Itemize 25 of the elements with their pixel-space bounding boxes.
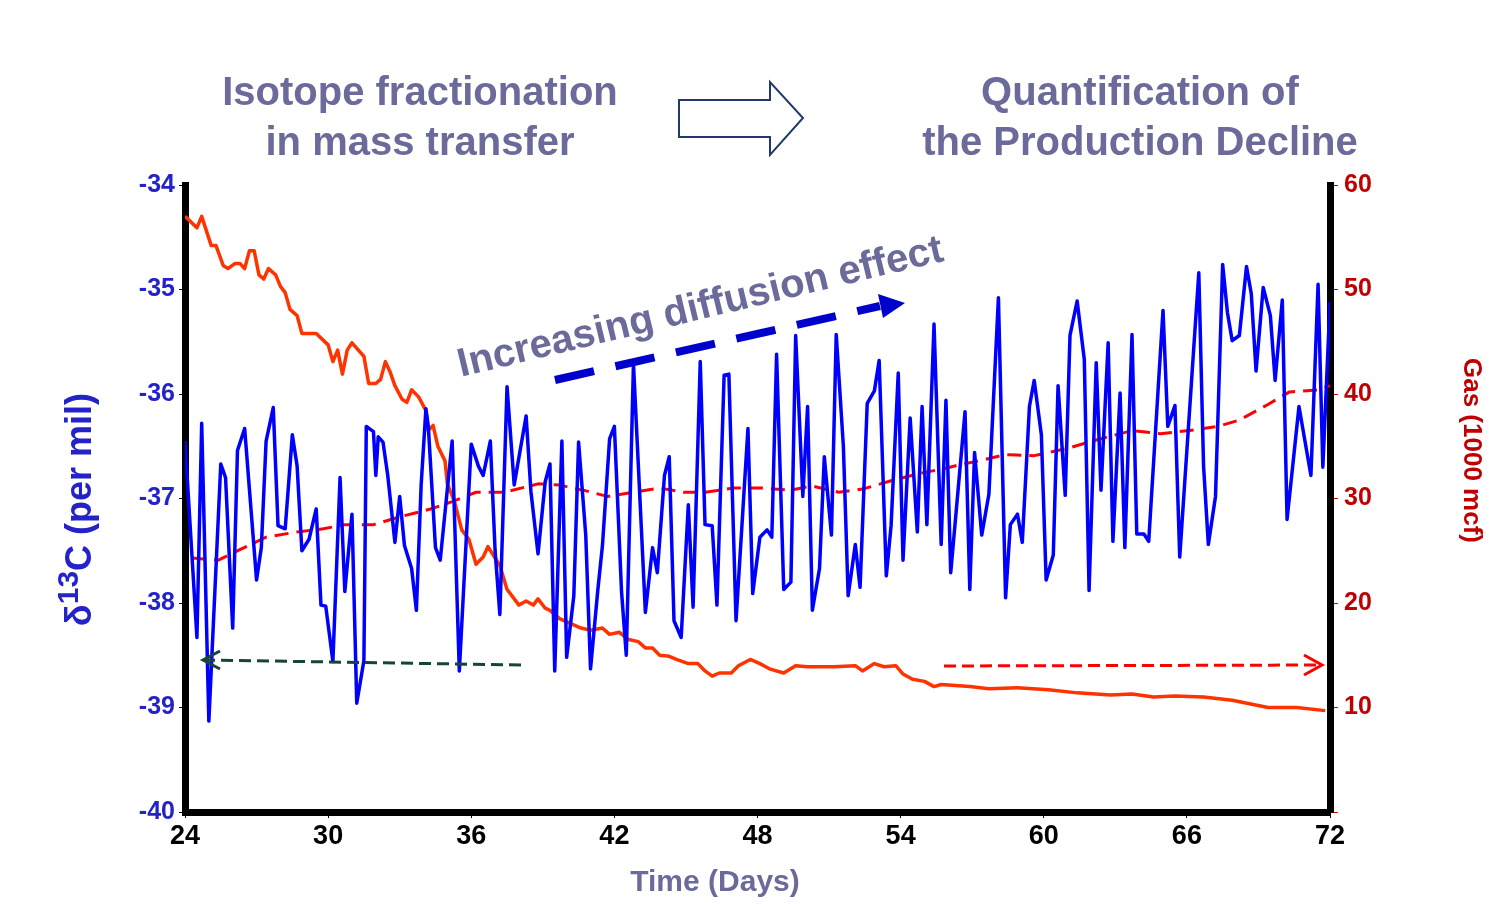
y2-tick-label: 50: [1344, 273, 1372, 302]
y2-tick-label: 30: [1344, 482, 1372, 511]
y-tick-label: -36: [138, 377, 175, 406]
y2-tick-label: 40: [1344, 377, 1372, 406]
y-tick-label: -38: [138, 586, 176, 615]
text: Isotope fractionation in mass transfer: [221, 68, 619, 165]
x-tick-label: 36: [456, 819, 487, 850]
y-tick-label: -35: [138, 273, 176, 302]
text: Quantification of the Production Decline: [921, 68, 1359, 165]
y-tick-label: -34: [138, 168, 176, 197]
x-tick-label: 48: [742, 819, 773, 850]
x-tick-label: 66: [1171, 819, 1202, 850]
y-tick-label: -37: [138, 482, 175, 511]
annotation: Increasing diffusion effect: [451, 224, 949, 387]
x-axis-title: Time (Days): [629, 864, 801, 898]
x-tick-label: 72: [1314, 819, 1346, 850]
x-tick-label: 30: [313, 819, 344, 850]
y2-tick-label: 10: [1344, 691, 1372, 720]
y-tick-label: -39: [138, 691, 175, 720]
x-tick-label: 42: [599, 819, 630, 850]
x-tick-label: 54: [885, 819, 916, 850]
y2-tick-label: 20: [1344, 586, 1372, 615]
y2-axis-title: Gas (1000 mcf): [1456, 357, 1488, 545]
y2-tick-label: 60: [1344, 168, 1372, 197]
x-tick-label: 60: [1028, 819, 1059, 850]
